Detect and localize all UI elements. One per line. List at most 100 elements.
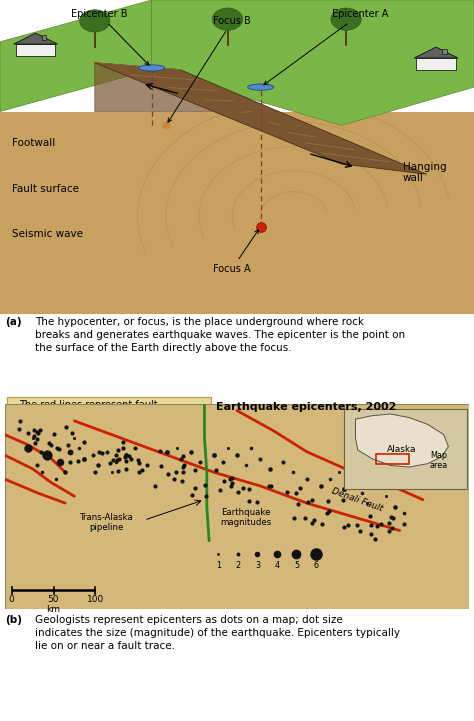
Point: [135, 457, 143, 469]
Circle shape: [212, 8, 243, 30]
Polygon shape: [95, 63, 427, 174]
Point: [123, 464, 130, 475]
Text: (b): (b): [5, 615, 22, 625]
Point: [50, 428, 58, 440]
Ellipse shape: [248, 84, 274, 90]
Point: [353, 519, 360, 531]
Point: [99, 448, 106, 459]
Point: [191, 464, 199, 476]
Polygon shape: [0, 0, 152, 112]
Point: [109, 454, 117, 466]
Text: Epicenter B: Epicenter B: [71, 9, 149, 65]
Point: [201, 479, 209, 490]
Point: [188, 490, 196, 501]
Point: [127, 454, 135, 465]
Point: [16, 415, 24, 427]
Ellipse shape: [139, 65, 165, 71]
Text: 6: 6: [313, 561, 319, 570]
Point: [143, 459, 150, 471]
Point: [212, 464, 220, 476]
Text: Denali Fault: Denali Fault: [330, 487, 383, 513]
Point: [68, 428, 76, 439]
Point: [113, 454, 121, 466]
Point: [401, 518, 408, 530]
Text: Footwall: Footwall: [12, 138, 55, 149]
Point: [30, 430, 38, 441]
Text: Hanging
wall: Hanging wall: [403, 162, 447, 183]
Point: [323, 508, 331, 519]
Point: [386, 517, 393, 528]
Text: Earthquake
magnitudes: Earthquake magnitudes: [221, 508, 272, 527]
Point: [31, 437, 39, 448]
Point: [138, 464, 146, 476]
Text: Focus A: Focus A: [213, 230, 258, 274]
Point: [372, 534, 379, 545]
Text: Fault surface: Fault surface: [12, 184, 79, 194]
Polygon shape: [16, 44, 55, 56]
Point: [228, 477, 236, 489]
Text: 4: 4: [274, 561, 280, 570]
Point: [310, 514, 318, 526]
Point: [220, 475, 228, 487]
Point: [126, 450, 133, 461]
Point: [53, 442, 61, 454]
Text: 5: 5: [294, 561, 299, 570]
Point: [290, 513, 298, 524]
Point: [202, 490, 210, 501]
Point: [301, 513, 309, 524]
Point: [115, 454, 122, 465]
Point: [179, 466, 186, 477]
Point: [170, 473, 178, 485]
Point: [114, 444, 121, 456]
FancyBboxPatch shape: [344, 409, 467, 490]
Point: [25, 428, 32, 439]
Point: [66, 456, 73, 468]
Text: Trans-Alaska
pipeline: Trans-Alaska pipeline: [80, 513, 134, 533]
FancyBboxPatch shape: [7, 397, 211, 470]
Point: [304, 497, 312, 508]
Point: [246, 484, 253, 495]
Point: [389, 512, 397, 523]
Point: [122, 455, 130, 466]
Point: [164, 469, 172, 480]
Point: [64, 439, 72, 451]
Point: [367, 519, 375, 531]
Point: [181, 459, 188, 471]
Polygon shape: [42, 35, 46, 40]
Point: [385, 526, 393, 537]
Point: [74, 455, 82, 466]
Point: [387, 511, 395, 523]
Point: [345, 519, 352, 531]
Point: [283, 487, 291, 498]
Polygon shape: [14, 33, 57, 44]
Point: [309, 495, 316, 506]
Point: [216, 484, 224, 495]
Point: [235, 487, 242, 498]
Point: [33, 426, 40, 438]
Text: 1: 1: [216, 561, 221, 570]
Point: [318, 518, 326, 530]
Point: [368, 528, 375, 539]
Polygon shape: [0, 112, 474, 314]
Point: [340, 521, 348, 533]
Text: The hypocenter, or focus, is the place underground where rock
breaks and generat: The hypocenter, or focus, is the place u…: [35, 317, 405, 353]
Point: [62, 422, 70, 433]
Polygon shape: [5, 404, 469, 609]
Point: [34, 428, 42, 439]
Circle shape: [80, 10, 110, 32]
Point: [179, 451, 187, 462]
Point: [106, 457, 114, 469]
Point: [178, 475, 186, 487]
Point: [36, 424, 43, 435]
Point: [308, 517, 316, 528]
Point: [265, 479, 273, 491]
Text: 3: 3: [255, 561, 260, 570]
Text: Geologists represent epicenters as dots on a map; dot size
indicates the size (m: Geologists represent epicenters as dots …: [35, 615, 400, 651]
Point: [135, 466, 143, 478]
Polygon shape: [414, 47, 458, 58]
Point: [246, 495, 253, 507]
Point: [374, 520, 381, 531]
Point: [119, 443, 127, 454]
Point: [292, 487, 300, 499]
Text: Map
area: Map area: [430, 451, 448, 470]
